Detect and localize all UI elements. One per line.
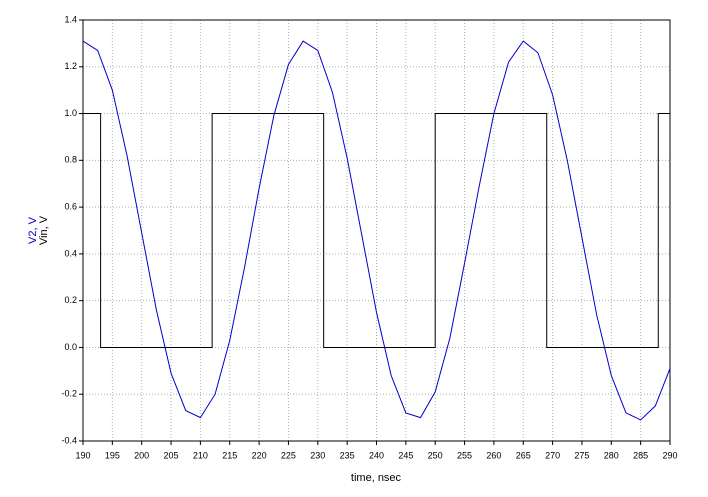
x-tick-label: 260 bbox=[486, 450, 501, 460]
y-tick-label: 0.8 bbox=[64, 155, 77, 165]
y-tick-label: 1.0 bbox=[64, 108, 77, 118]
y-axis-title: V2, V bbox=[27, 216, 39, 244]
y-tick-label: 1.4 bbox=[64, 14, 77, 24]
x-tick-label: 240 bbox=[369, 450, 384, 460]
y-tick-label: 0.2 bbox=[64, 295, 77, 305]
x-tick-label: 245 bbox=[398, 450, 413, 460]
x-tick-label: 225 bbox=[281, 450, 296, 460]
x-tick-label: 280 bbox=[604, 450, 619, 460]
x-tick-label: 200 bbox=[134, 450, 149, 460]
x-tick-label: 210 bbox=[193, 450, 208, 460]
x-tick-label: 290 bbox=[662, 450, 677, 460]
x-tick-label: 190 bbox=[75, 450, 90, 460]
x-tick-label: 220 bbox=[252, 450, 267, 460]
series-line bbox=[83, 113, 670, 348]
y-tick-label: -0.2 bbox=[61, 389, 77, 399]
x-tick-label: 250 bbox=[428, 450, 443, 460]
y-tick-label: 1.2 bbox=[64, 61, 77, 71]
y-tick-label: 0.4 bbox=[64, 248, 77, 258]
x-tick-label: 235 bbox=[340, 450, 355, 460]
x-axis-title: time, nsec bbox=[351, 472, 402, 484]
x-tick-label: 275 bbox=[574, 450, 589, 460]
plot-frame bbox=[82, 19, 671, 442]
x-tick-label: 270 bbox=[545, 450, 560, 460]
x-tick-label: 265 bbox=[516, 450, 531, 460]
y-tick-label: 0.6 bbox=[64, 201, 77, 211]
y-tick-label: -0.4 bbox=[61, 435, 77, 445]
x-tick-label: 255 bbox=[457, 450, 472, 460]
x-tick-label: 215 bbox=[222, 450, 237, 460]
x-tick-label: 195 bbox=[105, 450, 120, 460]
series-line bbox=[82, 40, 671, 421]
y-tick-label: 0.0 bbox=[64, 342, 77, 352]
y-axis-title: Vin, V bbox=[38, 215, 50, 245]
x-tick-label: 285 bbox=[633, 450, 648, 460]
x-tick-label: 230 bbox=[310, 450, 325, 460]
x-tick-label: 205 bbox=[164, 450, 179, 460]
